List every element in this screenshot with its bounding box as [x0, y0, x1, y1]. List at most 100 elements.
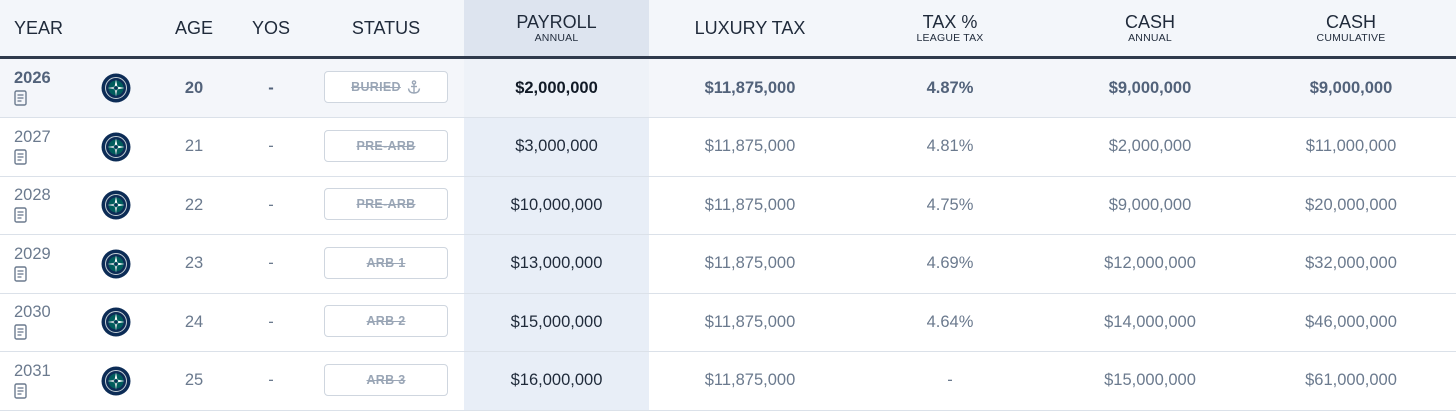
payroll-cell: $10,000,000: [510, 195, 603, 214]
header-payroll-sublabel: ANNUAL: [534, 32, 579, 44]
header-cash-cumulative-sublabel: CUMULATIVE: [1316, 32, 1386, 44]
status-badge: PRE-ARB: [324, 188, 448, 220]
yos-cell: -: [268, 195, 274, 214]
year-value: 2030: [14, 303, 51, 321]
header-year-label: YEAR: [14, 18, 64, 38]
tax-pct-cell: 4.64%: [926, 312, 974, 331]
luxury-tax-cell: $11,875,000: [704, 78, 796, 97]
payroll-cell: $2,000,000: [515, 78, 598, 97]
year-value: 2026: [14, 69, 51, 87]
status-label: BURIED: [351, 80, 401, 94]
cash-cumulative-cell: $46,000,000: [1305, 312, 1397, 331]
header-cash-cumulative[interactable]: CASH CUMULATIVE: [1280, 0, 1422, 56]
payroll-cell: $13,000,000: [510, 254, 603, 272]
year-cell: 2028: [14, 186, 74, 223]
header-status[interactable]: STATUS: [322, 0, 450, 56]
document-icon[interactable]: [14, 148, 27, 165]
age-cell: 21: [184, 137, 204, 155]
payroll-cell: $16,000,000: [510, 371, 603, 389]
payroll-header-highlight: [464, 0, 649, 56]
document-icon[interactable]: [14, 324, 27, 340]
luxury-tax-cell: $11,875,000: [704, 312, 796, 331]
header-cash-annual-sublabel: ANNUAL: [1128, 32, 1172, 44]
status-badge: BURIED: [324, 71, 448, 103]
status-label: ARB 3: [366, 372, 406, 387]
table-row: 2031 25 - ARB 3 $16,000,000 $11,875,000 …: [0, 352, 1456, 411]
table-row: 2028 22 - PRE-ARB $10,000,000 $11,875,00…: [0, 176, 1456, 235]
mariners-logo-icon: [101, 132, 131, 161]
status-label: ARB 2: [366, 314, 406, 328]
cash-annual-cell: $9,000,000: [1108, 195, 1192, 214]
document-icon[interactable]: [14, 382, 27, 399]
year-cell: 2027: [14, 128, 74, 165]
cash-annual-cell: $9,000,000: [1108, 78, 1192, 97]
year-cell: 2030: [14, 303, 74, 340]
yos-cell: -: [268, 371, 274, 389]
anchor-icon: [407, 79, 421, 94]
cash-cumulative-cell: $61,000,000: [1305, 371, 1397, 389]
header-tax-pct-sublabel: LEAGUE TAX: [916, 32, 984, 44]
cash-annual-cell: $2,000,000: [1108, 137, 1192, 155]
cash-annual-cell: $14,000,000: [1104, 312, 1196, 331]
header-tax-pct-label: TAX %: [922, 12, 978, 32]
mariners-logo-icon: [101, 366, 131, 395]
age-cell: 23: [184, 254, 204, 272]
cash-annual-cell: $15,000,000: [1104, 371, 1196, 389]
document-icon[interactable]: [14, 90, 27, 106]
header-age[interactable]: AGE: [160, 0, 228, 56]
document-icon[interactable]: [14, 207, 27, 223]
payroll-cell: $15,000,000: [510, 312, 603, 331]
age-cell: 24: [184, 312, 204, 331]
cash-cumulative-cell: $20,000,000: [1305, 195, 1397, 214]
year-cell: 2029: [14, 245, 74, 282]
table-header: YEAR AGE YOS STATUS PAYROLL ANNUAL LUXUR…: [0, 0, 1456, 59]
mariners-logo-icon: [101, 307, 131, 337]
status-badge: PRE-ARB: [324, 129, 448, 162]
year-value: 2027: [14, 127, 51, 146]
header-cash-cumulative-label: CASH: [1325, 12, 1376, 32]
header-payroll-label: PAYROLL: [516, 12, 597, 32]
table-row: 2026 20 - BURIED $2,000,000 $11,875,000 …: [0, 59, 1456, 118]
status-label: PRE-ARB: [356, 138, 416, 153]
status-badge: ARB 1: [324, 246, 448, 279]
cash-cumulative-cell: $32,000,000: [1305, 254, 1397, 272]
header-payroll[interactable]: PAYROLL ANNUAL: [464, 0, 649, 56]
luxury-tax-cell: $11,875,000: [704, 254, 796, 272]
mariners-logo-icon: [101, 73, 131, 103]
payroll-cell: $3,000,000: [515, 137, 598, 155]
header-status-label: STATUS: [351, 18, 421, 38]
header-luxury-tax[interactable]: LUXURY TAX: [660, 0, 840, 56]
table-row: 2027 21 - PRE-ARB $3,000,000 $11,875,000…: [0, 118, 1456, 177]
yos-cell: -: [268, 78, 274, 97]
year-cell: 2031: [14, 362, 74, 399]
year-value: 2028: [14, 186, 51, 204]
status-badge: ARB 2: [324, 305, 448, 337]
cash-cumulative-cell: $9,000,000: [1309, 78, 1393, 97]
yos-cell: -: [268, 254, 274, 272]
document-icon[interactable]: [14, 265, 27, 282]
header-luxury-tax-label: LUXURY TAX: [694, 18, 806, 38]
header-tax-pct[interactable]: TAX % LEAGUE TAX: [880, 0, 1020, 56]
year-value: 2029: [14, 244, 51, 263]
header-year[interactable]: YEAR: [14, 0, 94, 56]
cash-annual-cell: $12,000,000: [1104, 254, 1196, 272]
age-cell: 20: [184, 78, 204, 97]
year-value: 2031: [14, 361, 51, 380]
header-yos[interactable]: YOS: [240, 0, 302, 56]
yos-cell: -: [268, 137, 274, 155]
tax-pct-cell: 4.81%: [926, 137, 974, 155]
luxury-tax-cell: $11,875,000: [704, 371, 796, 389]
table-row: 2030 24 - ARB 2 $15,000,000 $11,875,000 …: [0, 293, 1456, 352]
tax-pct-cell: 4.75%: [926, 195, 974, 214]
cash-cumulative-cell: $11,000,000: [1305, 137, 1397, 155]
luxury-tax-cell: $11,875,000: [704, 137, 796, 155]
mariners-logo-icon: [101, 249, 131, 278]
age-cell: 25: [184, 371, 204, 389]
header-cash-annual[interactable]: CASH ANNUAL: [1080, 0, 1220, 56]
tax-pct-cell: 4.87%: [926, 78, 974, 97]
status-label: PRE-ARB: [356, 197, 416, 211]
luxury-tax-cell: $11,875,000: [704, 195, 796, 214]
header-yos-label: YOS: [251, 18, 290, 38]
status-badge: ARB 3: [324, 363, 448, 396]
